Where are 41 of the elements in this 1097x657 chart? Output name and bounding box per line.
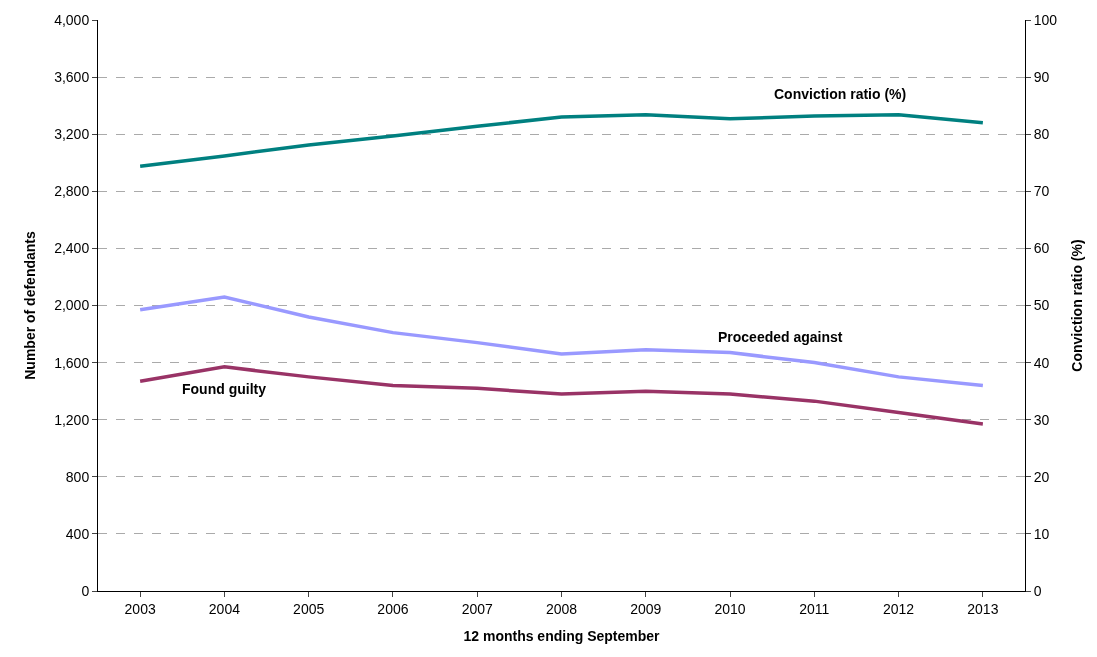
y2-tick-label: 70 xyxy=(1033,183,1050,200)
y2-tick-label: 20 xyxy=(1033,468,1050,485)
y-tick-label: 2,000 xyxy=(54,297,90,314)
x-tick-label: 2006 xyxy=(377,600,409,617)
x-tick-label: 2005 xyxy=(293,600,325,617)
series-label: Proceeded against xyxy=(718,329,843,345)
x-tick-label: 2004 xyxy=(208,600,241,617)
y2-tick-label: 100 xyxy=(1033,11,1058,28)
y-tick-label: 400 xyxy=(65,525,90,542)
x-tick-label: 2012 xyxy=(883,600,915,617)
y2-tick-label: 10 xyxy=(1033,525,1050,542)
y2-axis-title: Conviction ratio (%) xyxy=(1068,239,1085,372)
y2-tick-label: 30 xyxy=(1033,411,1050,428)
y-tick-label: 3,200 xyxy=(54,126,90,143)
x-tick-label: 2003 xyxy=(124,600,156,617)
y-tick-label: 0 xyxy=(81,582,90,599)
x-tick-label: 2007 xyxy=(461,600,494,617)
y2-tick-label: 60 xyxy=(1033,240,1050,257)
line-series xyxy=(138,365,985,426)
y2-tick-label: 0 xyxy=(1033,582,1042,599)
x-tick-label: 2010 xyxy=(714,600,746,617)
y-tick-label: 800 xyxy=(65,468,90,485)
x-tick-label: 2013 xyxy=(967,600,999,617)
x-tick-label: 2011 xyxy=(799,600,830,617)
x-axis-title: 12 months ending September xyxy=(463,628,661,645)
x-tick-label: 2008 xyxy=(545,600,578,617)
y2-tick-label: 40 xyxy=(1033,354,1050,371)
y2-tick-label: 90 xyxy=(1033,69,1050,85)
y-tick-label: 2,400 xyxy=(54,240,90,257)
y2-tick-label: 50 xyxy=(1033,297,1050,314)
y-axis-title: Number of defendants xyxy=(21,231,38,380)
y2-tick-label: 80 xyxy=(1033,126,1050,143)
x-tick-label: 2009 xyxy=(630,600,662,617)
y-tick-label: 4,000 xyxy=(54,11,90,28)
line-series xyxy=(138,113,985,168)
y-tick-label: 2,800 xyxy=(54,183,90,200)
series-label: Found guilty xyxy=(182,381,267,397)
y-tick-label: 3,600 xyxy=(54,69,90,85)
y-tick-label: 1,600 xyxy=(54,354,90,371)
y-tick-label: 1,200 xyxy=(54,411,90,428)
series-label: Conviction ratio (%) xyxy=(774,86,907,102)
